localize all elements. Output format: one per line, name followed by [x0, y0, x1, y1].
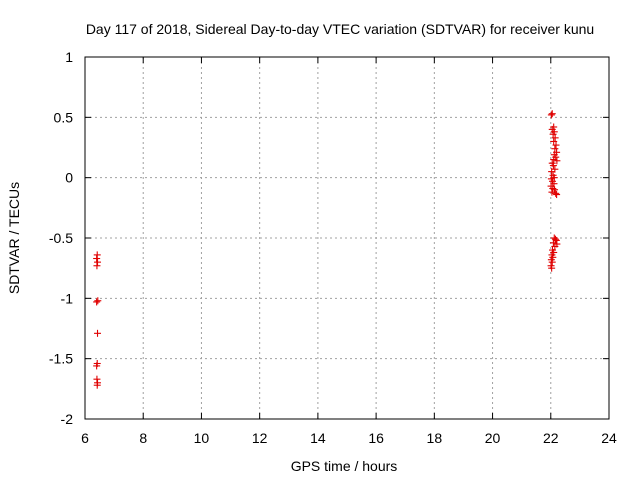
y-tick-label: -2 [61, 411, 74, 427]
data-point [552, 189, 560, 197]
plot-frame [84, 56, 610, 420]
y-tick-label: -1.5 [49, 351, 73, 367]
data-point [93, 251, 101, 259]
grid [85, 57, 609, 419]
data-point [549, 239, 557, 247]
data-point [93, 262, 101, 270]
data-point [550, 156, 558, 164]
data-point [94, 297, 102, 305]
data-point [550, 174, 558, 182]
data-point [549, 130, 557, 138]
x-tick-label: 18 [427, 430, 443, 446]
data-point [549, 185, 557, 193]
x-tick-label: 16 [368, 430, 384, 446]
data-point [548, 264, 556, 272]
y-axis-label: SDTVAR / TECUs [6, 182, 22, 294]
x-tick-label: 20 [485, 430, 501, 446]
x-tick-label: 14 [310, 430, 326, 446]
data-point [93, 381, 101, 389]
data-point [550, 137, 558, 145]
data-point [553, 191, 561, 199]
data-point [548, 110, 556, 118]
x-axis-label: GPS time / hours [291, 458, 398, 474]
data-point [93, 255, 101, 263]
data-point [547, 111, 555, 119]
x-tick-label: 10 [194, 430, 210, 446]
data-point [548, 168, 556, 176]
data-point [94, 258, 102, 266]
x-tick-label: 24 [601, 430, 617, 446]
y-tick-label: -1 [61, 290, 74, 306]
data-point [93, 375, 101, 383]
data-point [549, 162, 557, 170]
data-point [93, 298, 101, 306]
data-point [551, 235, 559, 243]
data-point [551, 242, 559, 250]
x-tick-label: 12 [252, 430, 268, 446]
axis-ticks: 6 8 10 12 14 16 18 20 22 24 -2 -1.5 -1 -0.5 0 0.5 1 [49, 49, 617, 446]
y-tick-label: 0.5 [54, 109, 74, 125]
data-points [93, 110, 561, 389]
data-point [548, 188, 556, 196]
x-tick-label: 8 [139, 430, 147, 446]
data-point [548, 258, 556, 266]
x-tick-label: 22 [543, 430, 559, 446]
data-point [553, 157, 561, 165]
data-point [551, 145, 559, 153]
data-point [552, 141, 560, 149]
data-point [551, 134, 559, 142]
y-tick-label: 0 [65, 170, 73, 186]
chart-title: Day 117 of 2018, Sidereal Day-to-day VTE… [86, 21, 594, 37]
data-point [93, 362, 101, 370]
x-tick-label: 6 [81, 430, 89, 446]
y-tick-label: 1 [65, 49, 73, 65]
data-point [94, 329, 102, 337]
y-tick-label: -0.5 [49, 230, 73, 246]
